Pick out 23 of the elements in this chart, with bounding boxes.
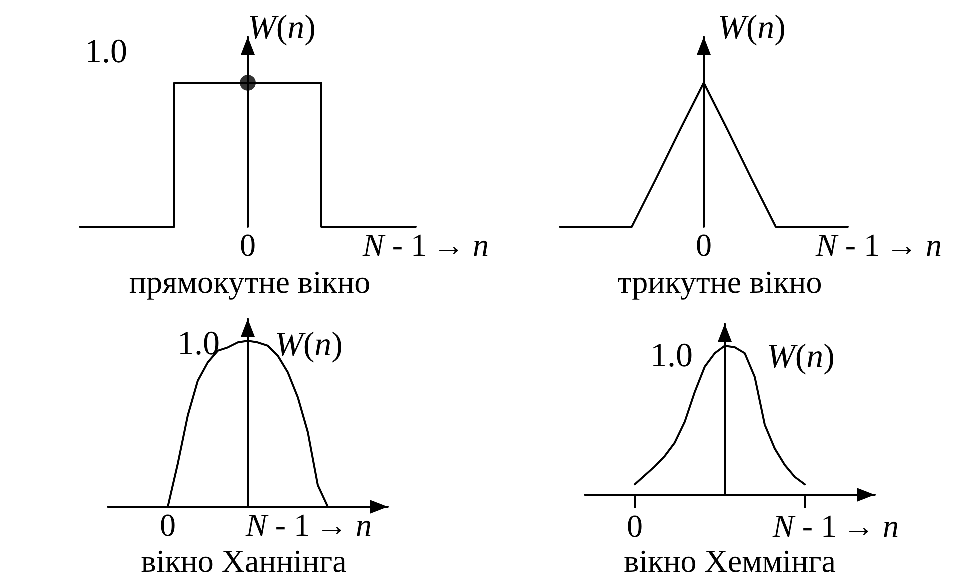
annotation: 1.0 <box>178 326 220 362</box>
x-tick-label: N - 1 <box>772 508 837 544</box>
y-axis-title: W(n) <box>248 10 316 46</box>
x-tick-label: 0 <box>240 227 256 263</box>
x-axis-title: → n <box>886 227 942 263</box>
x-tick-label: N - 1 <box>245 507 310 543</box>
x-axis-title: → n <box>843 508 899 544</box>
text: трикутне вікно <box>618 264 822 300</box>
x-tick-label: N - 1 <box>815 227 880 263</box>
y-axis-title: W(n) <box>718 10 786 46</box>
text: 1.0 <box>85 34 128 70</box>
x-tick-label: 0 <box>696 227 712 263</box>
y-axis-title: W(n) <box>767 338 835 376</box>
x-tick-label: 0 <box>160 507 176 543</box>
x-axis-title: → n <box>316 507 372 543</box>
x-tick-label: N - 1 <box>362 227 427 263</box>
x-tick-label: 0 <box>627 508 643 544</box>
annotation: 1.0 <box>650 338 693 374</box>
text: вікно Хеммінга <box>624 543 836 579</box>
x-axis-title: → n <box>433 227 489 263</box>
y-axis-title: W(n) <box>275 326 343 364</box>
text: прямокутне вікно <box>129 264 371 300</box>
text: вікно Ханнінга <box>141 543 347 579</box>
